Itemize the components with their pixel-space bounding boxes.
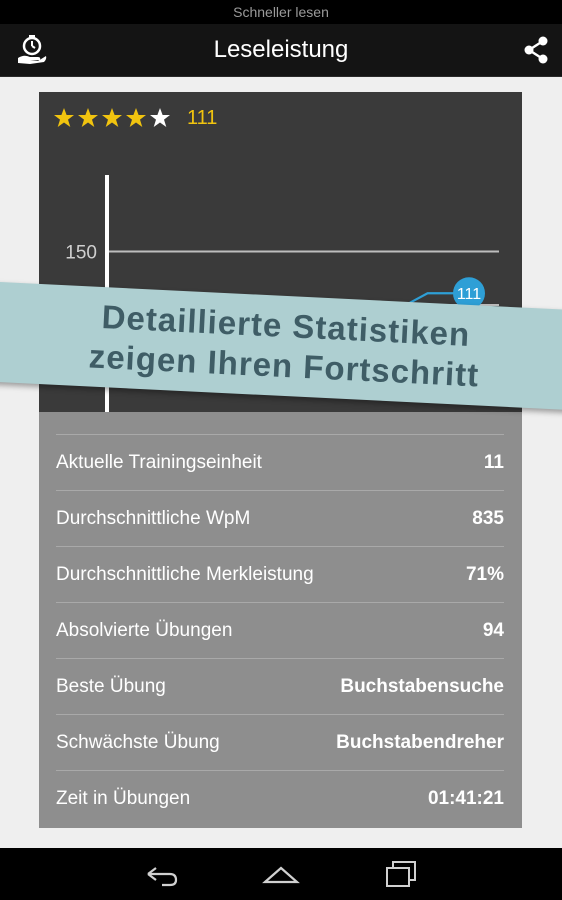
stat-label: Absolvierte Übungen: [56, 619, 233, 641]
end-point-label: 111: [457, 286, 481, 303]
star-icon: [102, 108, 122, 127]
navigation-bar: [0, 848, 562, 900]
stat-row: Beste Übung Buchstabensuche: [56, 658, 504, 714]
status-bar: Schneller lesen: [0, 0, 562, 24]
stats-list: Aktuelle Trainingseinheit 11 Durchschnittl…: [56, 434, 504, 826]
star-rating: 111: [53, 106, 217, 130]
rating-value: 111: [187, 106, 218, 129]
stars-group: [53, 107, 173, 129]
stat-value: Buchstabendreher: [336, 731, 504, 753]
share-icon[interactable]: [520, 34, 552, 66]
stat-row: Durchschnittliche Merkleistung 71%: [56, 546, 504, 602]
statistics-card: 111 15010050111 Aktuelle Trainingseinhei…: [39, 92, 522, 828]
back-icon[interactable]: [142, 858, 182, 890]
stat-label: Durchschnittliche Merkleistung: [56, 563, 314, 585]
stat-label: Aktuelle Trainingseinheit: [56, 451, 262, 473]
stat-row: Absolvierte Übungen 94: [56, 602, 504, 658]
stat-row: Schwächste Übung Buchstabendreher: [56, 714, 504, 770]
stat-value: Buchstabensuche: [340, 675, 504, 697]
star-icon: [54, 108, 74, 127]
stat-label: Beste Übung: [56, 675, 166, 697]
star-icon: [78, 108, 98, 127]
page-title: Leseleistung: [213, 36, 349, 63]
end-point-marker: [453, 277, 485, 310]
stat-label: Schwächste Übung: [56, 731, 220, 753]
stat-row: Aktuelle Trainingseinheit 11: [56, 434, 504, 490]
recents-icon[interactable]: [381, 858, 421, 890]
star-icon: [150, 108, 170, 127]
stat-value: 11: [483, 451, 504, 473]
action-bar: Leseleistung: [0, 24, 562, 77]
status-bar-title: Schneller lesen: [233, 4, 329, 20]
stat-label: Zeit in Übungen: [56, 787, 191, 809]
content-area[interactable]: 111 15010050111 Aktuelle Trainingseinhei…: [0, 77, 562, 848]
stat-row: Durchschnittliche WpM 835: [56, 490, 504, 546]
stat-value: 01:41:21: [427, 787, 504, 809]
home-icon[interactable]: [261, 858, 301, 890]
y-tick-label: 150: [65, 243, 97, 264]
stat-value: 835: [472, 507, 504, 529]
timer-hand-icon[interactable]: [16, 34, 48, 66]
star-icon: [126, 108, 146, 127]
stat-value: 71%: [465, 563, 504, 585]
stat-label: Durchschnittliche WpM: [56, 507, 251, 529]
stat-value: 94: [482, 619, 504, 641]
stat-row: Zeit in Übungen 01:41:21: [56, 770, 504, 826]
